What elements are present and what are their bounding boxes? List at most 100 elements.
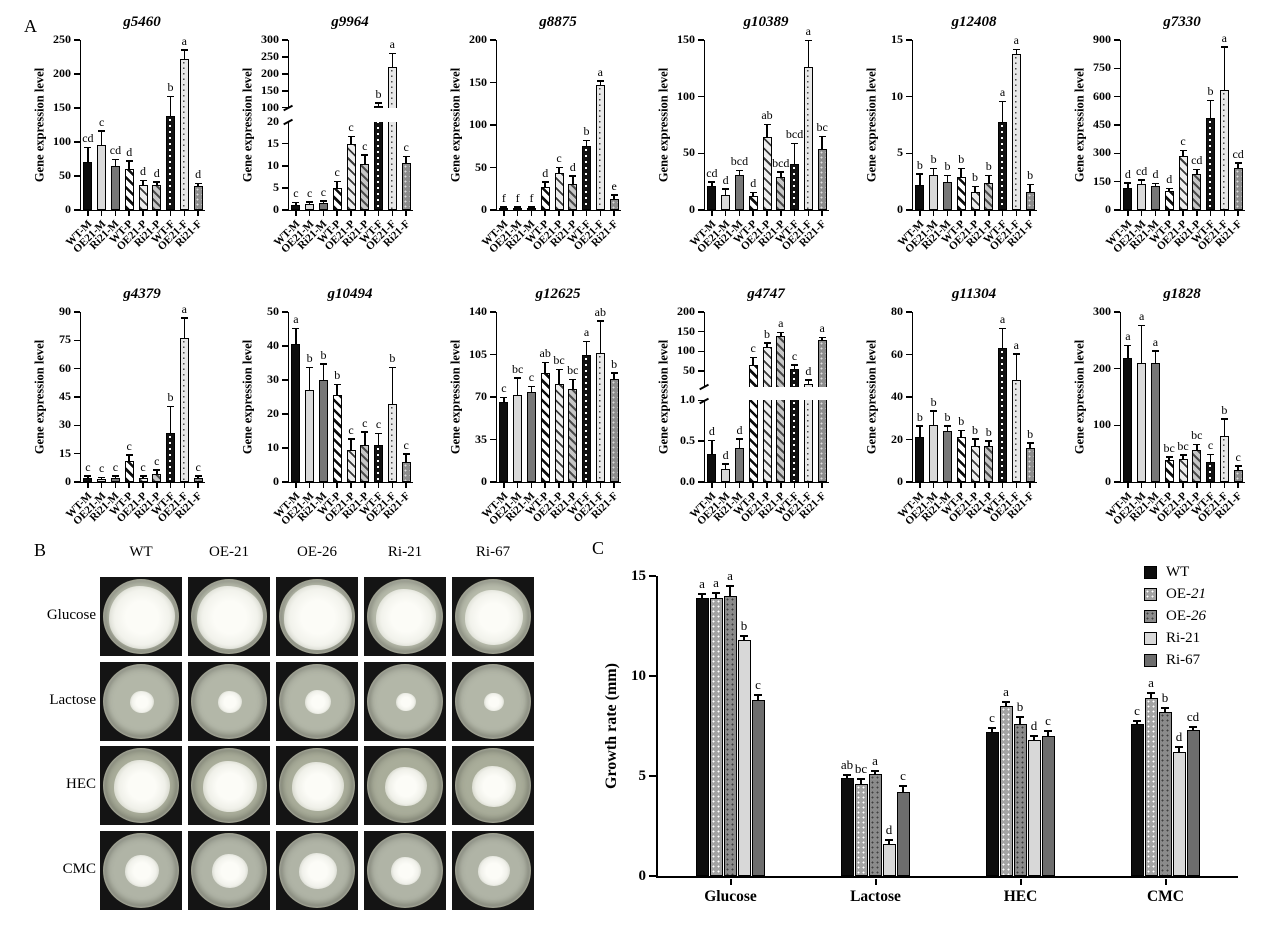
bar-WT-P: [1164, 191, 1174, 210]
significance-letter: bc: [854, 761, 868, 776]
error-bar-cap: [1012, 353, 1020, 355]
bar-WT-P: [124, 461, 134, 482]
y-tick-mark: [490, 481, 496, 483]
error-bar: [308, 368, 311, 391]
error-bar: [405, 454, 407, 462]
error-bar: [1136, 722, 1138, 724]
y-tick-label: 10: [631, 668, 646, 684]
significance-letter: b: [1027, 168, 1034, 183]
bar-OE21-P: [554, 383, 564, 482]
row-label-Lactose: Lactose: [49, 691, 96, 708]
x-tick-mark: [516, 483, 519, 488]
error-bar: [169, 97, 172, 117]
significance-letter: a: [293, 312, 299, 326]
x-tick-mark: [1001, 483, 1004, 488]
significance-letter: c: [154, 453, 160, 468]
error-bar-cap: [957, 167, 965, 170]
x-tick-mark: [974, 483, 976, 488]
x-tick-mark: [100, 483, 103, 488]
y-tick-label: 15: [631, 568, 646, 584]
error-bar-cap: [402, 155, 410, 158]
x-tick-mark: [530, 483, 533, 488]
error-bar-cap: [514, 377, 522, 379]
error-bar: [1015, 354, 1018, 380]
x-tick-mark: [1223, 483, 1226, 488]
x-tick-mark: [572, 211, 574, 216]
error-bar-cap: [818, 135, 826, 138]
error-bar: [1168, 189, 1170, 192]
y-tick-label: 100: [261, 100, 279, 114]
y-tick-label: 100: [469, 117, 487, 131]
significance-letter: b: [916, 409, 923, 424]
significance-letter: cd: [1232, 146, 1244, 161]
error-bar: [572, 176, 574, 184]
petri-photo-Glucose-Ri-67: [452, 577, 534, 656]
axis-break-band: [280, 108, 413, 122]
x-tick-mark: [585, 211, 588, 216]
significance-letter: cd: [109, 143, 122, 158]
y-tick-label: 750: [1093, 60, 1111, 75]
error-bar: [572, 380, 574, 389]
y-tick-mark: [282, 142, 288, 145]
error-bar: [183, 318, 186, 339]
error-bar-cap: [98, 130, 106, 132]
error-bar: [974, 187, 976, 192]
error-bar-cap: [569, 378, 577, 380]
y-tick-mark: [1114, 481, 1120, 483]
error-bar: [988, 176, 990, 183]
bar-HEC-Ri-67: [1041, 736, 1055, 876]
bar-Ri21-P: [152, 473, 162, 482]
error-bar-cap: [333, 180, 341, 183]
error-bar-cap: [791, 142, 799, 145]
error-bar: [1029, 185, 1031, 192]
x-tick-mark: [1127, 483, 1129, 488]
bar-WT-P: [956, 177, 966, 210]
bar-OE21-M: [721, 468, 731, 482]
bar-Lactose-OE-21: [854, 784, 868, 876]
bar-Ri21-F: [609, 198, 619, 210]
significance-letter: f: [515, 190, 520, 205]
significance-letter: d: [153, 165, 160, 180]
y-tick-label: 75: [59, 332, 71, 347]
error-bar: [846, 776, 848, 778]
plot-area: 0 5 10 15 20 100 150 200 250 300 c WT-M c OE21-M c Ri21…: [261, 32, 413, 255]
error-bar-cap: [988, 727, 996, 729]
bar-OE21-F: [803, 383, 813, 482]
significance-letter: cd: [82, 131, 94, 146]
error-bar: [715, 594, 717, 598]
error-bar-cap: [971, 185, 979, 188]
bar-Ri21-M: [1150, 363, 1160, 482]
significance-letter: c: [791, 348, 798, 363]
y-tick-mark: [906, 152, 912, 155]
petri-dish: [455, 748, 531, 823]
error-bar-cap: [943, 425, 951, 427]
error-bar-cap: [763, 123, 771, 125]
x-tick-mark: [87, 211, 89, 216]
significance-letter: c: [900, 768, 906, 783]
x-tick-mark: [405, 483, 407, 488]
significance-letter: c: [501, 381, 507, 396]
significance-letter: a: [999, 312, 1006, 326]
significance-letter: a: [713, 575, 719, 590]
gene-chart-g4747: g4747 Gene expression level 0.0 0.5 1.0 50 100…: [648, 286, 854, 548]
error-bar: [738, 439, 741, 448]
y-tick-mark: [282, 209, 288, 211]
y-axis-label: Gene expression level: [864, 67, 879, 183]
bar-Glucose-Ri-21: [737, 640, 751, 876]
gene-chart-g10389: g10389 Gene expression level 0 50 100 150 cd WT…: [648, 14, 854, 276]
error-bar-cap: [754, 694, 762, 696]
x-tick-mark: [516, 211, 519, 216]
significance-letter: b: [334, 368, 341, 383]
significance-letter: b: [958, 152, 965, 167]
petri-photo-Glucose-OE-26: [276, 577, 358, 656]
error-bar-cap: [712, 592, 720, 594]
error-bar: [711, 441, 713, 455]
fungal-colony: [385, 766, 427, 807]
y-tick-label: 0: [689, 202, 695, 216]
chart-title: g7330: [1163, 14, 1201, 30]
bar-Ri21-P: [152, 184, 162, 210]
bar-WT-F: [790, 369, 800, 482]
bar-Ri21-P: [360, 163, 370, 210]
error-bar: [919, 174, 921, 186]
